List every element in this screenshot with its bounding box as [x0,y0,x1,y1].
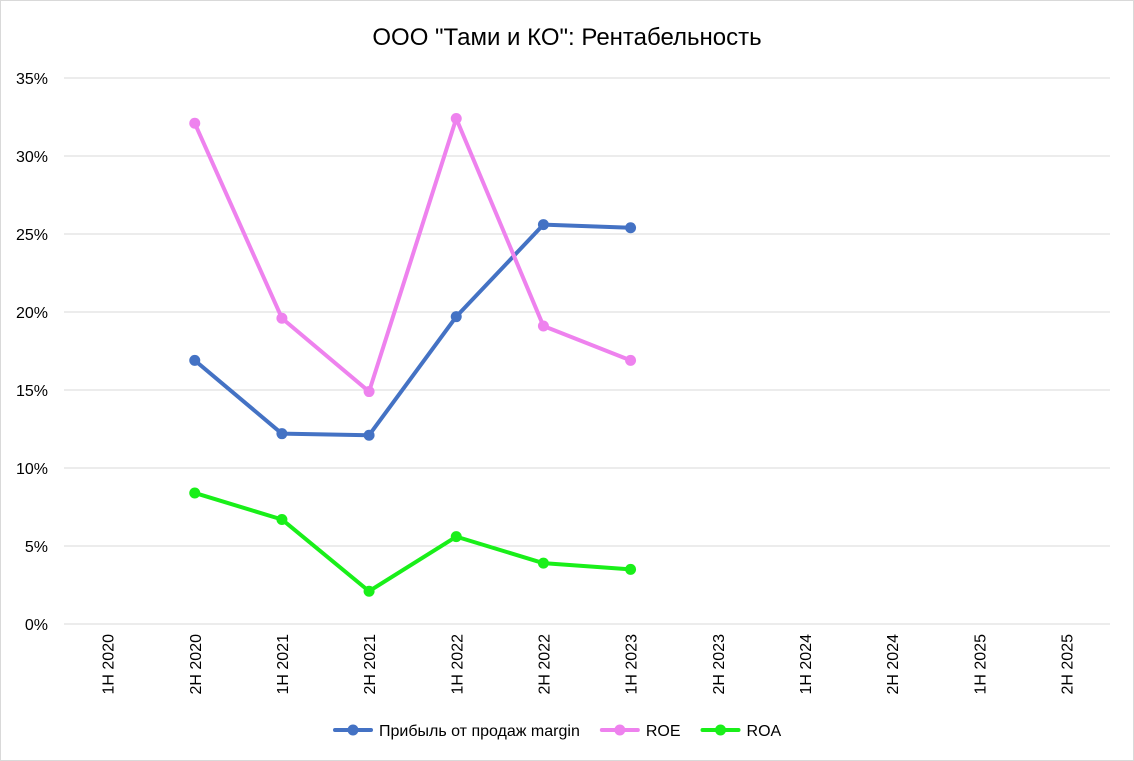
data-point [276,428,288,440]
data-point [450,531,462,543]
grid-layer [64,77,1110,625]
y-tick-label: 35% [16,71,48,88]
legend: Прибыль от продаж margin ROE ROA [333,723,782,740]
x-tick-label: 1H 2024 [798,634,815,695]
x-tick-label: 2H 2024 [885,634,902,695]
legend-label: Прибыль от продаж margin [379,723,580,740]
y-tick-label: 25% [16,227,48,244]
y-tick-label: 5% [25,539,48,556]
y-tick-label: 30% [16,149,48,166]
x-tick-label: 2H 2023 [711,634,728,695]
series-line [192,222,633,438]
x-tick-label: 1H 2025 [972,634,989,695]
data-point [537,219,549,231]
data-point [363,585,375,597]
data-point [276,312,288,324]
data-point [363,429,375,441]
x-tick-label: 2H 2020 [188,634,205,695]
legend-swatch-marker [614,724,626,736]
chart-title: ООО "Тами и КО": Рентабельность [372,24,761,51]
series-line [192,490,633,594]
data-point [537,557,549,569]
data-point [189,117,201,129]
data-point [625,354,637,366]
legend-swatch-marker [715,724,727,736]
x-tick-label: 1H 2020 [101,634,118,695]
series-group [189,113,637,398]
data-point [537,320,549,332]
y-tick-label: 10% [16,461,48,478]
x-tick-label: 1H 2022 [449,634,466,695]
y-tick-label: 0% [25,617,48,634]
series-line [192,116,633,394]
data-point [189,354,201,366]
legend-item: ROE [599,723,681,740]
x-tick-label: 1H 2023 [624,634,641,695]
x-tick-label: 2H 2025 [1059,634,1076,695]
legend-item: ROA [700,723,782,740]
data-point [450,311,462,323]
legend-item: Прибыль от продаж margin [333,723,580,740]
data-point [625,222,637,234]
series-group [189,219,637,441]
x-tick-label: 2H 2022 [536,634,553,695]
data-point [625,563,637,575]
series-layer [189,113,637,597]
y-axis-ticks: 0% 5% 10% 15% 20% 25% 30% 35% [16,71,48,634]
x-axis-ticks: 1H 2020 2H 2020 1H 2021 2H 2021 1H 2022 2H 20… [101,634,1077,695]
x-tick-label: 1H 2021 [275,634,292,695]
data-point [189,487,201,499]
series-group [189,487,637,597]
legend-label: ROA [747,723,782,740]
y-tick-label: 15% [16,383,48,400]
legend-label: ROE [646,723,681,740]
data-point [363,386,375,398]
data-point [450,113,462,125]
legend-swatch-marker [347,724,359,736]
data-point [276,513,288,525]
x-tick-label: 2H 2021 [362,634,379,695]
y-tick-label: 20% [16,305,48,322]
